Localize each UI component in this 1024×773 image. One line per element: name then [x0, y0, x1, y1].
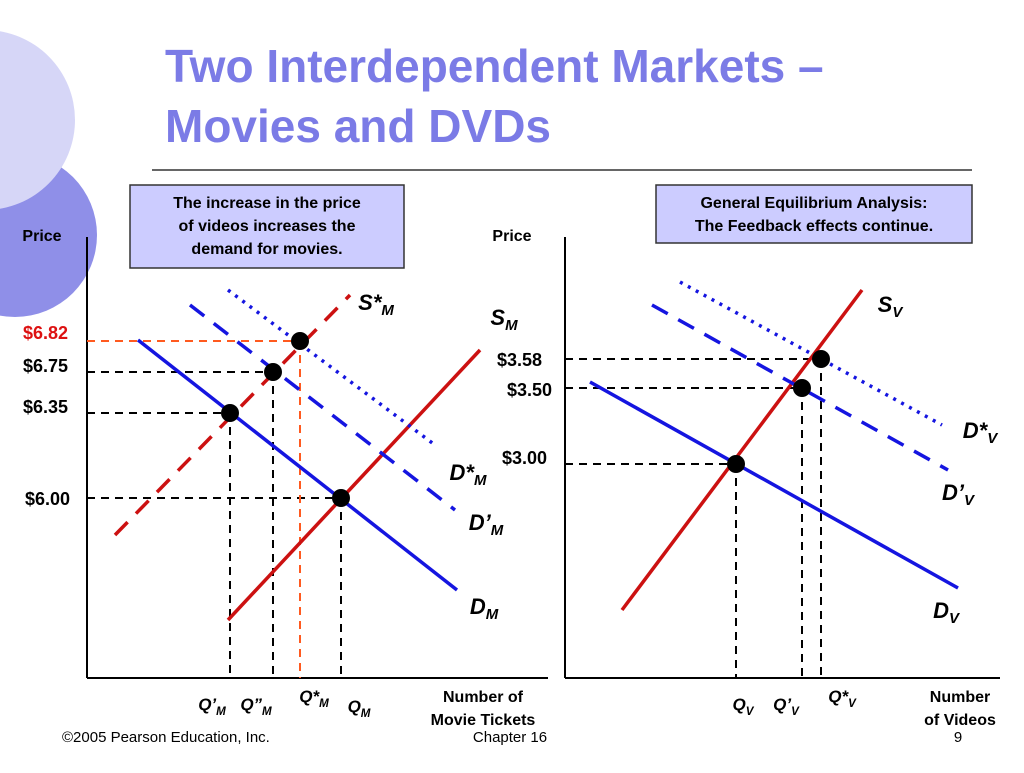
curve-label: SV: [878, 292, 905, 321]
curve-label-main: S: [490, 305, 505, 330]
left-graph: [86, 237, 548, 679]
curve-label-main: D: [470, 594, 486, 619]
curve-label-main: S*: [358, 290, 383, 315]
quantity-label-main: Q’: [198, 695, 216, 714]
quantity-label-main: Q’: [773, 695, 791, 714]
demand: [589, 380, 959, 590]
note-box: [655, 184, 973, 244]
quantity-label-sub: V: [848, 698, 857, 710]
price-label: $6.35: [23, 397, 68, 417]
note-text: The increase in the price: [173, 195, 361, 212]
curve-label: D’M: [469, 510, 504, 539]
axis-label: Movie Tickets: [431, 712, 536, 729]
decor-circle: [0, 31, 75, 209]
quantity-label: QV: [733, 695, 755, 718]
curve-label-main: D’: [469, 510, 492, 535]
axis-label: Price: [22, 228, 61, 245]
curve-label-main: D: [933, 598, 949, 623]
curve-label: D*M: [450, 460, 487, 489]
curve-label-main: D*: [963, 418, 989, 443]
slide-title: Movies and DVDs: [165, 100, 551, 152]
axis-label: Number: [930, 689, 990, 706]
price-label: $6.82: [23, 323, 68, 343]
curve-label-sub: M: [486, 606, 499, 623]
quantity-label-sub: M: [361, 708, 371, 720]
curve-label-sub: M: [381, 302, 394, 319]
note-box: [129, 184, 405, 269]
axis-label: Price: [492, 228, 531, 245]
footer-copyright: ©2005 Pearson Education, Inc.: [62, 729, 270, 746]
quantity-label-sub: M: [262, 706, 272, 718]
guides-new: [87, 340, 301, 678]
quantity-label: QM: [348, 697, 371, 720]
demand: [136, 338, 459, 592]
quantity-label-sub: V: [746, 706, 755, 718]
quantity-label: Q*V: [828, 687, 857, 710]
quantity-label-main: Q”: [240, 695, 262, 714]
curve-label: DM: [470, 594, 499, 623]
right-graph: [564, 237, 1000, 679]
supply: [620, 288, 864, 612]
demand-shift: [651, 303, 949, 472]
curve-label-sub: M: [474, 472, 487, 489]
note-text: General Equilibrium Analysis:: [700, 195, 927, 212]
quantity-label-sub: V: [791, 706, 800, 718]
curve-label: D*V: [963, 418, 999, 447]
curve-label-sub: M: [505, 317, 518, 334]
guides: [87, 371, 342, 678]
price-label: $3.50: [507, 380, 552, 400]
quantity-label-main: Q: [348, 697, 361, 716]
note-text: demand for movies.: [191, 241, 342, 258]
curve-label: D’V: [942, 480, 976, 509]
equilibria: [221, 332, 350, 507]
quantity-label: Q*M: [299, 687, 329, 710]
curve-label-sub: M: [491, 522, 504, 539]
curve-label-sub: V: [892, 304, 904, 321]
note-text: The Feedback effects continue.: [695, 218, 933, 235]
curve-label: DV: [933, 598, 961, 627]
curve-label: S*M: [358, 290, 394, 319]
axis-label: Number of: [443, 689, 524, 706]
curve-label-main: S: [878, 292, 893, 317]
axis-label: of Videos: [924, 712, 996, 729]
quantity-label: Q’M: [198, 695, 226, 718]
curve-label-main: D*: [450, 460, 476, 485]
supply: [226, 348, 482, 622]
curve-label: SM: [490, 305, 518, 334]
demand-new: [679, 280, 943, 427]
equilibria: [727, 350, 830, 473]
quantity-label-sub: M: [216, 706, 226, 718]
price-label: $6.00: [25, 489, 70, 509]
price-label: $3.58: [497, 350, 542, 370]
quantity-label: Q’V: [773, 695, 800, 718]
quantity-label-main: Q*: [828, 687, 849, 706]
price-label: $3.00: [502, 448, 547, 468]
quantity-label-sub: M: [319, 698, 329, 710]
curve-label-sub: V: [949, 610, 961, 627]
demand-shift: [188, 303, 457, 512]
footer-chapter: Chapter 16: [473, 729, 547, 746]
curve-label-sub: V: [964, 492, 976, 509]
quantity-label: Q”M: [240, 695, 272, 718]
curve-label-sub: V: [987, 430, 999, 447]
guides: [565, 358, 822, 678]
note-text: of videos increases the: [179, 218, 356, 235]
price-label: $6.75: [23, 356, 68, 376]
quantity-label-main: Q*: [299, 687, 320, 706]
curve-label-main: D’: [942, 480, 965, 505]
quantity-label-main: Q: [733, 695, 746, 714]
footer-page: 9: [954, 729, 962, 746]
slide-title: Two Interdependent Markets –: [165, 40, 824, 92]
